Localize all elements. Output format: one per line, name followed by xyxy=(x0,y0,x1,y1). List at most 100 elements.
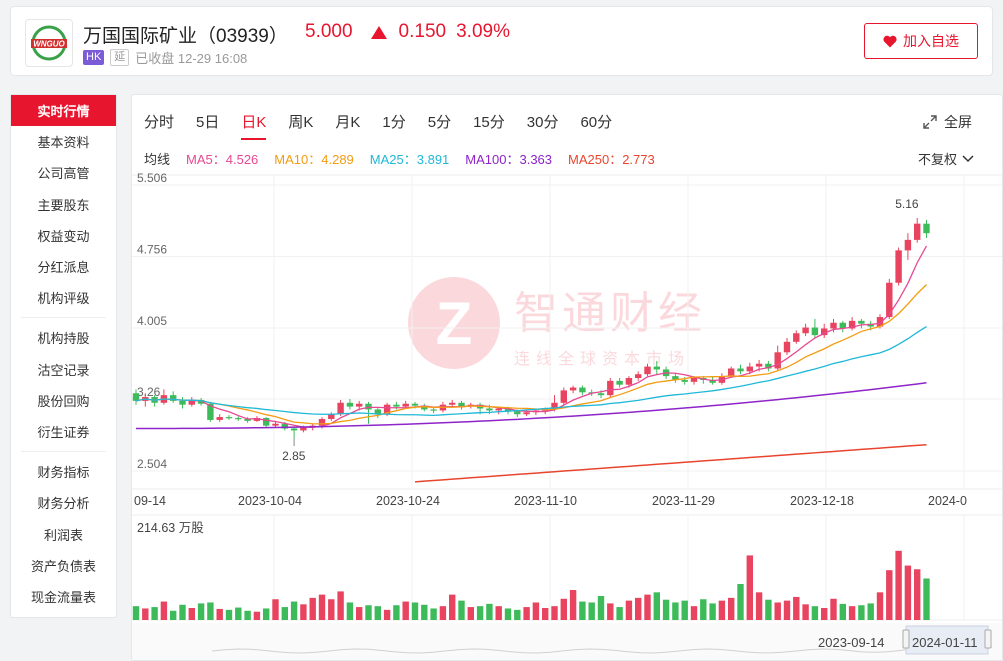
sidebar-item[interactable]: 机构评级 xyxy=(37,291,90,307)
volume-bar[interactable] xyxy=(793,596,800,620)
volume-bar[interactable] xyxy=(421,604,428,620)
candle-body[interactable] xyxy=(616,380,623,385)
candle-body[interactable] xyxy=(225,417,233,419)
volume-bar[interactable] xyxy=(504,608,512,620)
range-selection[interactable] xyxy=(905,625,989,655)
tab-period[interactable]: 日K xyxy=(241,111,267,140)
volume-bar[interactable] xyxy=(458,600,465,620)
tab-period[interactable]: 60分 xyxy=(580,114,613,131)
volume-bar[interactable] xyxy=(672,602,679,620)
volume-bar[interactable] xyxy=(337,591,344,620)
volume-bar[interactable] xyxy=(588,602,595,620)
volume-bar[interactable] xyxy=(811,606,819,620)
candle-body[interactable] xyxy=(876,317,884,327)
candle-body[interactable] xyxy=(514,411,521,415)
volume-bar[interactable] xyxy=(411,602,419,620)
volume-bar[interactable] xyxy=(383,609,391,620)
sidebar-item[interactable]: 机构持股 xyxy=(37,331,90,347)
volume-bar[interactable] xyxy=(560,598,567,620)
sidebar-item[interactable]: 财务分析 xyxy=(37,496,90,512)
add-watchlist-button[interactable]: 加入自选 xyxy=(864,23,978,59)
volume-bar[interactable] xyxy=(188,608,195,620)
volume-bar[interactable] xyxy=(476,606,484,620)
volume-bar[interactable] xyxy=(904,565,912,620)
candle-body[interactable] xyxy=(858,320,865,324)
volume-bar[interactable] xyxy=(848,606,856,620)
candle-body[interactable] xyxy=(579,387,586,393)
candle-body[interactable] xyxy=(356,403,363,407)
candle-body[interactable] xyxy=(281,423,288,429)
sidebar-item[interactable]: 基本资料 xyxy=(37,135,90,151)
volume-bar[interactable] xyxy=(914,569,921,620)
candle-body[interactable] xyxy=(458,402,465,407)
volume-bar[interactable] xyxy=(514,609,521,620)
candle-body[interactable] xyxy=(551,402,558,410)
candle-body[interactable] xyxy=(895,250,902,283)
volume-bar[interactable] xyxy=(495,606,502,620)
tab-period[interactable]: 5日 xyxy=(196,114,220,131)
candle-body[interactable] xyxy=(244,418,251,421)
volume-bar[interactable] xyxy=(225,609,233,620)
candle-body[interactable] xyxy=(207,403,214,420)
volume-bar[interactable] xyxy=(681,600,688,620)
candle-body[interactable] xyxy=(179,400,186,405)
candle-body[interactable] xyxy=(253,418,261,421)
candle-body[interactable] xyxy=(811,327,819,336)
sidebar-item[interactable]: 分红派息 xyxy=(37,260,90,276)
tab-period[interactable]: 30分 xyxy=(526,114,559,131)
volume-bar[interactable] xyxy=(690,606,698,620)
candle-body[interactable] xyxy=(681,379,688,382)
candle-body[interactable] xyxy=(607,380,614,396)
candle-body[interactable] xyxy=(728,368,735,377)
volume-bar[interactable] xyxy=(718,600,726,620)
candle-body[interactable] xyxy=(597,393,605,396)
candle-body[interactable] xyxy=(625,378,633,385)
volume-bar[interactable] xyxy=(839,603,846,620)
volume-bar[interactable] xyxy=(244,610,251,620)
candle-body[interactable] xyxy=(802,327,809,334)
volume-bar[interactable] xyxy=(281,607,288,620)
volume-bar[interactable] xyxy=(263,608,270,620)
candle-body[interactable] xyxy=(672,376,679,380)
candle-body[interactable] xyxy=(923,223,930,234)
volume-bar[interactable] xyxy=(170,610,177,620)
volume-bar[interactable] xyxy=(895,550,902,620)
volume-bar[interactable] xyxy=(365,605,372,620)
volume-bar[interactable] xyxy=(867,603,874,620)
volume-bar[interactable] xyxy=(151,607,158,620)
sidebar-item[interactable]: 资产负债表 xyxy=(30,558,96,574)
volume-bar[interactable] xyxy=(160,601,168,620)
volume-bar[interactable] xyxy=(579,601,586,620)
candle-body[interactable] xyxy=(411,403,419,406)
volume-bar[interactable] xyxy=(542,608,549,620)
volume-bar[interactable] xyxy=(821,608,828,620)
volume-bar[interactable] xyxy=(597,596,605,620)
candle-body[interactable] xyxy=(774,352,781,369)
volume-bar[interactable] xyxy=(923,578,930,620)
volume-bar[interactable] xyxy=(755,592,763,620)
candle-body[interactable] xyxy=(170,395,177,401)
tab-period[interactable]: 1分 xyxy=(382,114,406,131)
candle-body[interactable] xyxy=(848,320,856,329)
volume-bar[interactable] xyxy=(635,597,642,620)
volume-bar[interactable] xyxy=(644,594,651,620)
adjust-select[interactable]: 不复权 xyxy=(918,149,974,168)
candle-body[interactable] xyxy=(746,366,753,372)
candle-body[interactable] xyxy=(755,363,763,367)
candle-body[interactable] xyxy=(644,366,651,375)
volume-bar[interactable] xyxy=(625,600,633,620)
candle-body[interactable] xyxy=(430,409,437,411)
volume-bar[interactable] xyxy=(616,607,623,620)
candle-body[interactable] xyxy=(318,418,326,426)
sidebar-item[interactable]: 股份回购 xyxy=(37,393,90,409)
tab-period[interactable]: 5分 xyxy=(427,114,452,131)
candle-body[interactable] xyxy=(904,239,912,251)
candle-body[interactable] xyxy=(263,418,270,426)
candle-body[interactable] xyxy=(328,414,335,419)
volume-bar[interactable] xyxy=(346,602,354,620)
volume-bar[interactable] xyxy=(197,603,205,620)
volume-bar[interactable] xyxy=(876,592,884,620)
volume-bar[interactable] xyxy=(235,607,242,620)
volume-bar[interactable] xyxy=(439,606,447,620)
range-handle-right[interactable] xyxy=(984,629,992,649)
